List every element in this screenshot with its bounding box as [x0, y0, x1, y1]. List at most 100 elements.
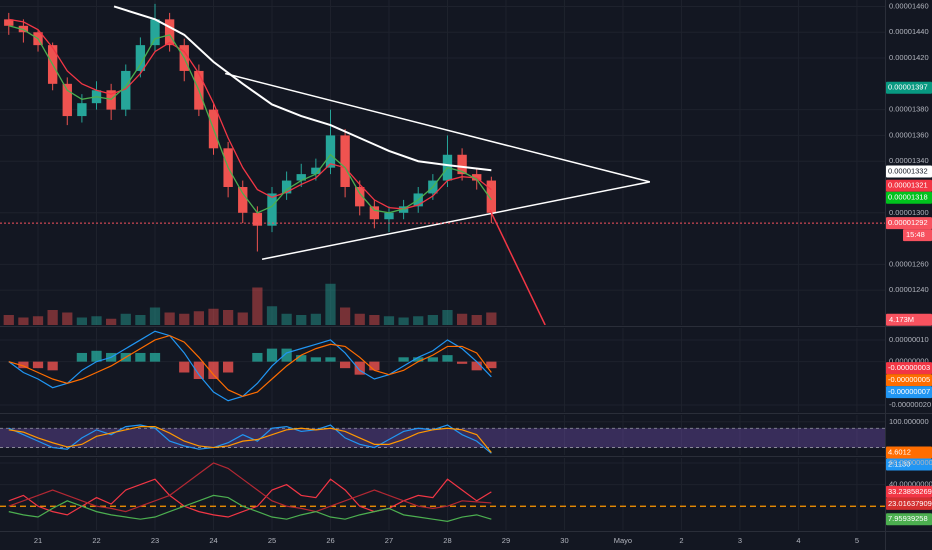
trend-line [225, 72, 651, 183]
volume-bar [266, 306, 278, 325]
volume-bar [47, 310, 58, 325]
volume-bar [339, 307, 351, 325]
volume-bar [310, 313, 321, 325]
histogram-bar [369, 361, 380, 371]
volume-bar [442, 310, 453, 325]
histogram-bar [223, 361, 234, 373]
candle-body [384, 212, 394, 220]
y-tick-label: 0.00001340 [889, 156, 929, 165]
y-tick-label: 60.00000000 [889, 458, 932, 467]
histogram-bar [208, 361, 219, 380]
histogram-bar [413, 357, 424, 362]
pane [0, 3, 885, 325]
price-tag [886, 362, 932, 375]
volume-bar [193, 311, 204, 325]
price-tag-label: 0.00001318 [888, 193, 928, 202]
histogram-bar [266, 348, 278, 362]
price-tag [886, 81, 932, 94]
price-tag [886, 497, 932, 510]
price-tag-label: 4.6012 [888, 448, 911, 457]
x-tick-label: 30 [560, 536, 568, 545]
x-tick-label: 2 [679, 536, 683, 545]
histogram-bar [471, 361, 482, 371]
x-tick-label: 22 [92, 536, 100, 545]
band [0, 428, 885, 448]
candle-body [4, 19, 14, 26]
y-tick-label: 0.00001440 [889, 27, 929, 36]
volume-bar [354, 313, 365, 325]
price-tag [886, 446, 932, 459]
indicator-line [8, 330, 492, 402]
candle-body [281, 180, 292, 194]
histogram-bar [427, 357, 438, 362]
candle-body [135, 45, 146, 71]
price-tag [886, 485, 932, 498]
y-tick-label: 40.00000000 [889, 480, 932, 489]
price-tag [886, 191, 932, 204]
histogram-bar [76, 352, 88, 362]
trend-line [489, 209, 546, 325]
volume-bar [62, 312, 73, 325]
moving-average [8, 18, 492, 210]
y-tick-label: 0.00001380 [889, 105, 929, 114]
volume-tag-label: 4.173M [889, 315, 914, 324]
histogram-bar [486, 361, 497, 369]
price-tag-label: 7.95939258 [888, 514, 928, 523]
candle-body [457, 154, 467, 175]
histogram-bar [193, 361, 204, 380]
volume-bar [164, 312, 175, 325]
indicator-line [8, 426, 492, 453]
candle-body [150, 19, 160, 46]
price-tag-label: 0.00001397 [888, 83, 928, 92]
y-tick-label: 100.000000 [889, 417, 929, 426]
volume-bar [427, 315, 438, 325]
histogram-bar [281, 348, 292, 362]
histogram-bar [325, 357, 336, 362]
price-tag [886, 217, 932, 230]
y-tick-label: 0.00001460 [889, 1, 929, 10]
histogram-bar [47, 361, 58, 371]
x-tick-label: 28 [443, 536, 451, 545]
x-tick-label: 25 [268, 536, 276, 545]
volume-bar [456, 313, 468, 325]
volume-bar [369, 315, 380, 325]
volume-bar [281, 313, 292, 325]
volume-bar [471, 315, 482, 325]
candle-body [77, 103, 87, 117]
volume-bar [486, 312, 497, 325]
y-tick-label: 0.00001260 [889, 259, 929, 268]
volume-tag [886, 313, 932, 326]
x-tick-label: 24 [209, 536, 217, 545]
histogram-bar [398, 357, 409, 362]
price-tag-label: 0.00001292 [888, 218, 928, 227]
price-tag-label: -0.00000003 [888, 363, 930, 372]
x-tick-label: 4 [796, 536, 800, 545]
price-tag [886, 374, 932, 387]
histogram-bar [442, 355, 453, 362]
moving-average [113, 5, 492, 172]
price-tag-label: 2.1130 [888, 460, 910, 469]
volume-bar [120, 313, 131, 325]
x-tick-label: 5 [855, 536, 859, 545]
y-tick-label: 0.00000000 [889, 357, 929, 366]
volume-bar [149, 307, 161, 325]
volume-bar [135, 315, 146, 325]
indicator-line [8, 462, 492, 513]
y-tick-label: 0.00001240 [889, 285, 929, 294]
volume-bar [18, 317, 29, 325]
histogram-bar [339, 361, 351, 369]
price-tag-label: -0.00000007 [888, 387, 930, 396]
volume-bar [106, 318, 117, 325]
volume-bar [179, 313, 190, 325]
price-tag [886, 165, 932, 178]
price-tag-label: 33.23858269 [888, 487, 932, 496]
volume-bar [208, 308, 219, 325]
candle-body [62, 83, 72, 117]
price-tag [886, 513, 932, 526]
histogram-bar [310, 357, 321, 362]
histogram-bar [354, 361, 365, 375]
price-tag [886, 386, 932, 399]
histogram-bar [252, 352, 263, 362]
